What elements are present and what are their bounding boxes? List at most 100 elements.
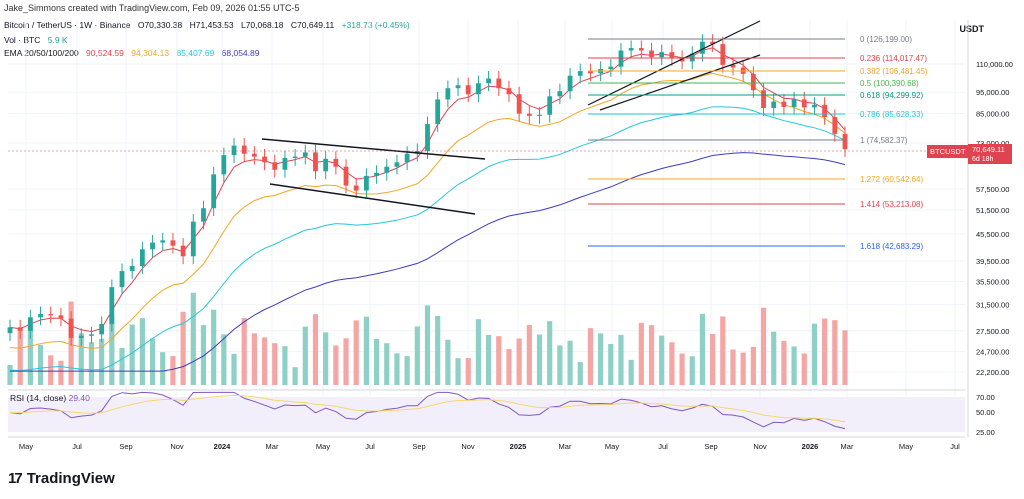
volume-bar: [160, 352, 166, 385]
fib-level-label: 0 (126,199.00): [860, 35, 912, 44]
last-price-tag: BTCUSDT: [927, 145, 969, 158]
price-tick-label: 57,500.00: [976, 185, 1009, 194]
candle: [333, 158, 339, 167]
volume-bar: [48, 355, 54, 385]
ema-line-50: [9, 72, 846, 349]
candle: [628, 48, 634, 51]
ohlc-high: H71,453.53: [189, 20, 234, 30]
volume-bar: [373, 339, 380, 385]
time-tick-label: Jul: [365, 442, 375, 451]
volume-bar: [200, 325, 207, 385]
candle: [506, 88, 512, 95]
volume-bar: [771, 331, 777, 385]
candle: [282, 157, 288, 170]
candle: [251, 153, 257, 157]
candle: [567, 75, 573, 92]
volume-bar: [241, 318, 247, 385]
volume-bar: [58, 360, 64, 385]
fib-level-label: 1.414 (53,213.08): [860, 200, 923, 209]
price-tick-label: 35,500.00: [976, 278, 1009, 287]
volume-bar: [302, 326, 308, 385]
candle: [669, 52, 675, 58]
candle: [48, 314, 54, 316]
candle: [659, 52, 665, 58]
candle: [710, 41, 716, 45]
candle: [353, 185, 359, 191]
time-tick-label: Sep: [412, 442, 425, 451]
candle: [832, 117, 838, 134]
volume-bar: [27, 324, 33, 385]
ema-100-value: 85,407.69: [176, 48, 215, 58]
candle: [302, 152, 308, 157]
volume-bar: [312, 314, 319, 385]
volume-bar: [394, 353, 400, 385]
volume-bar: [455, 358, 461, 385]
last-price-countdown: 6d 18h: [972, 156, 994, 163]
channel-upper: [587, 20, 761, 106]
volume-bar: [475, 319, 482, 385]
time-tick-label: Nov: [461, 442, 475, 451]
volume-bar: [750, 346, 756, 385]
volume-bar: [648, 325, 655, 385]
time-tick-label: Mar: [559, 442, 572, 451]
symbol-title[interactable]: Bitcoin / TetherUS · 1W · Binance: [4, 20, 131, 30]
ema-50-value: 94,304.13: [131, 48, 170, 58]
price-tick-label: 31,500.00: [976, 301, 1009, 310]
volume-bar: [740, 352, 746, 385]
volume-bar: [78, 333, 84, 385]
fib-level-label: 1.272 (60,542.64): [860, 175, 923, 184]
candle: [812, 104, 817, 108]
tradingview-logo-mark: 17: [8, 470, 23, 487]
volume-bar: [567, 340, 573, 385]
candle: [425, 124, 430, 151]
ema-line: EMA 20/50/100/200 90,524.59 94,304.13 85…: [4, 48, 264, 58]
vol-value: 5.9 K: [47, 35, 68, 45]
time-tick-label: Sep: [119, 442, 132, 451]
candle: [822, 104, 828, 118]
rsi-value: 29.40: [68, 393, 90, 403]
candle: [323, 158, 329, 172]
rsi-label: RSI (14, close): [10, 393, 67, 403]
candle: [791, 99, 797, 107]
candle: [38, 314, 43, 318]
candle: [608, 66, 614, 69]
price-tick-label: 110,000.00: [976, 60, 1013, 69]
volume-bar: [170, 355, 176, 385]
rsi-ma-line: [9, 394, 846, 423]
time-tick-label: Jul: [658, 442, 668, 451]
volume-bar: [129, 324, 135, 385]
volume-bar: [689, 356, 695, 385]
volume-bar: [496, 336, 502, 385]
volume-bar: [536, 334, 543, 385]
ohlc-open: O70,330.38: [137, 20, 183, 30]
credit-line: Jake_Simmons created with TradingView.co…: [4, 3, 300, 13]
tradingview-logo-text: TradingView: [26, 470, 115, 487]
volume-bar: [424, 305, 431, 385]
volume-bar: [577, 362, 583, 385]
candle: [730, 64, 736, 68]
volume-bar: [221, 334, 227, 385]
last-price-symbol: BTCUSDT: [930, 147, 966, 156]
volume-bar: [587, 328, 594, 385]
volume-bar: [811, 323, 818, 385]
volume-bar: [465, 358, 471, 385]
fib-level-label: 0.786 (85,628.33): [860, 110, 923, 119]
ema-line-20: [9, 47, 846, 333]
candle: [119, 271, 125, 288]
candle: [180, 245, 186, 257]
price-axis-unit: USDT: [959, 24, 985, 34]
volume-bar: [801, 353, 807, 385]
tradingview-logo[interactable]: 17 TradingView: [8, 470, 115, 487]
rsi-tick-label: 25.00: [976, 428, 995, 437]
volume-bar: [557, 345, 563, 385]
candle: [27, 317, 33, 331]
candle: [99, 323, 105, 335]
candle: [150, 242, 155, 250]
candle: [241, 145, 247, 154]
rsi-tick-label: 70.00: [976, 393, 995, 402]
trendline-upper: [261, 138, 486, 160]
symbol-line: Bitcoin / TetherUS · 1W · Binance O70,33…: [4, 20, 415, 30]
candle: [374, 172, 379, 176]
candle: [221, 155, 227, 175]
